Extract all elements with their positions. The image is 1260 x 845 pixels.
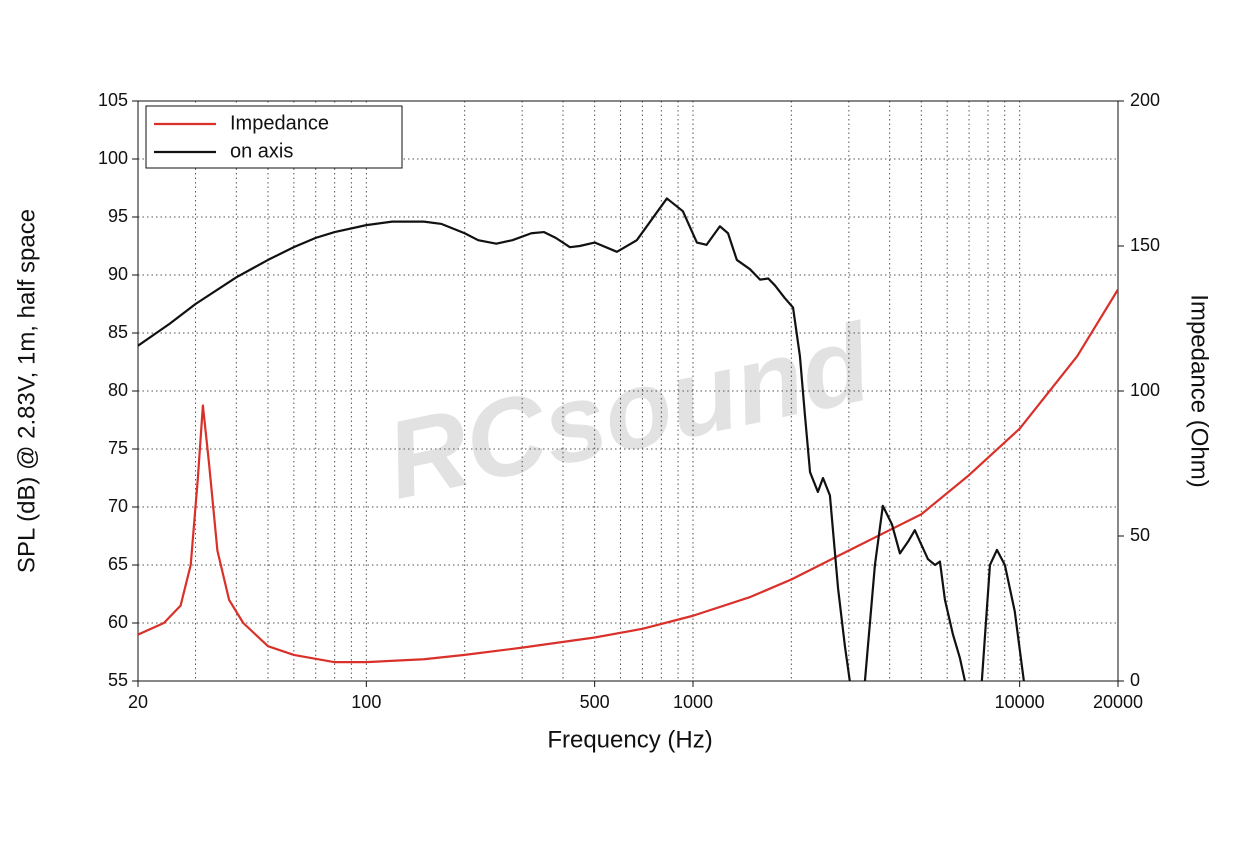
plot-area — [138, 197, 1118, 681]
y-tick-label: 80 — [108, 380, 128, 400]
x-tick-label: 10000 — [995, 692, 1045, 712]
data-line — [138, 197, 1025, 681]
x-tick-label: 500 — [580, 692, 610, 712]
y-tick-label: 90 — [108, 264, 128, 284]
legend-label: Impedance — [230, 112, 329, 134]
y-tick-label: 95 — [108, 206, 128, 226]
x-tick-label: 100 — [351, 692, 381, 712]
y-tick-label: 85 — [108, 322, 128, 342]
y2-tick-label: 0 — [1130, 670, 1140, 690]
y2-tick-label: 100 — [1130, 380, 1160, 400]
watermark: RCsound — [376, 300, 882, 523]
x-tick-label: 20000 — [1093, 692, 1143, 712]
y2-tick-label: 50 — [1130, 525, 1150, 545]
x-axis-label: Frequency (Hz) — [547, 726, 712, 753]
y-tick-label: 100 — [98, 148, 128, 168]
y2-tick-label: 200 — [1130, 90, 1160, 110]
y2-axis-label: Impedance (Ohm) — [1186, 294, 1213, 487]
y-tick-label: 60 — [108, 612, 128, 632]
data-line — [138, 288, 1118, 664]
y2-tick-label: 150 — [1130, 235, 1160, 255]
y-tick-label: 65 — [108, 554, 128, 574]
y-tick-label: 105 — [98, 90, 128, 110]
y-tick-label: 75 — [108, 438, 128, 458]
legend-label: on axis — [230, 140, 293, 162]
y-axis-label: SPL (dB) @ 2.83V, 1m, half space — [13, 209, 40, 573]
x-tick-label: 1000 — [673, 692, 713, 712]
y-tick-label: 55 — [108, 670, 128, 690]
plot-frame — [137, 100, 1119, 682]
x-tick-label: 20 — [128, 692, 148, 712]
legend-box — [145, 105, 403, 169]
y-tick-label: 70 — [108, 496, 128, 516]
